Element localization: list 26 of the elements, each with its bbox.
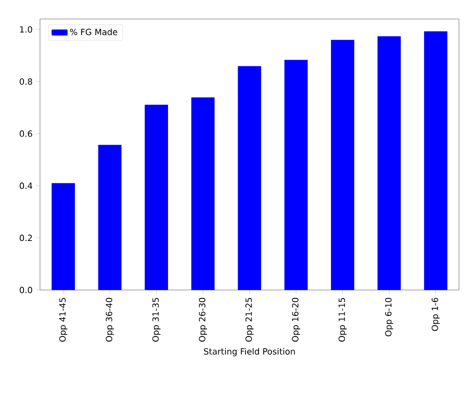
bar bbox=[330, 40, 354, 290]
x-tick-label: Opp 26-30 bbox=[198, 298, 207, 342]
y-tick-label: 0.2 bbox=[20, 234, 32, 242]
x-tick-label: Opp 31-35 bbox=[152, 298, 160, 342]
x-tick-label: Opp 6-10 bbox=[385, 298, 394, 336]
x-tick-label: Opp 1-6 bbox=[432, 298, 440, 331]
bar bbox=[238, 66, 262, 290]
y-tick-label: 0.6 bbox=[20, 130, 32, 137]
x-tick-label: Opp 36-40 bbox=[106, 298, 114, 342]
y-tick-label: 0.8 bbox=[20, 78, 32, 85]
x-tick-label: Opp 41-45 bbox=[59, 298, 68, 342]
y-tick-label: 0.0 bbox=[20, 286, 32, 294]
legend-label: % FG Made bbox=[70, 28, 118, 36]
bar bbox=[284, 60, 308, 290]
x-tick-label: Opp 21-25 bbox=[245, 298, 254, 342]
bar bbox=[144, 104, 168, 290]
x-tick-label: Opp 11-15 bbox=[338, 298, 347, 342]
bar bbox=[98, 144, 122, 290]
x-axis-title: Starting Field Position bbox=[204, 348, 295, 356]
bar bbox=[191, 97, 215, 290]
bar bbox=[52, 183, 75, 290]
y-tick-label: 1.0 bbox=[20, 26, 32, 33]
x-tick-label: Opp 16-20 bbox=[292, 298, 300, 342]
bar bbox=[378, 36, 401, 290]
bar bbox=[424, 31, 448, 290]
y-tick-label: 0.4 bbox=[20, 182, 32, 189]
